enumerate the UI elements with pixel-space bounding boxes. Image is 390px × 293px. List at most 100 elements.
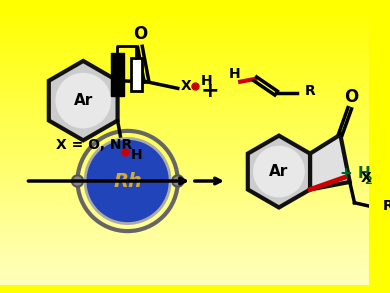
Bar [0, 191, 369, 194]
Bar [0, 219, 369, 221]
Bar [0, 63, 369, 66]
Bar [0, 80, 369, 83]
Bar [0, 194, 369, 196]
Bar [0, 202, 369, 205]
Bar [0, 188, 369, 191]
Bar [0, 171, 369, 174]
Circle shape [172, 175, 183, 187]
Bar [0, 280, 369, 282]
Polygon shape [248, 136, 310, 207]
Bar [0, 113, 369, 116]
Bar [0, 163, 369, 166]
Bar [0, 210, 369, 213]
Bar [0, 185, 369, 188]
Bar [111, 53, 124, 96]
Bar [0, 19, 369, 22]
Bar [0, 199, 369, 202]
Bar [0, 99, 369, 102]
Bar [0, 169, 369, 171]
Bar [0, 69, 369, 72]
Bar [0, 230, 369, 232]
Text: + H: + H [340, 166, 371, 181]
Bar [0, 36, 369, 38]
Text: Ar: Ar [269, 164, 289, 179]
Bar [0, 266, 369, 268]
Bar [0, 152, 369, 155]
Bar [0, 255, 369, 257]
Bar [0, 135, 369, 138]
Text: H: H [200, 74, 212, 88]
Text: R: R [383, 199, 390, 213]
Polygon shape [49, 61, 118, 140]
Bar [0, 252, 369, 255]
Bar [0, 83, 369, 86]
Bar [0, 55, 369, 58]
Bar [0, 138, 369, 141]
Bar [0, 72, 369, 74]
Bar [0, 146, 369, 149]
Bar [0, 47, 369, 50]
Bar [0, 221, 369, 224]
Text: Rh: Rh [113, 171, 142, 190]
Text: R: R [305, 84, 315, 98]
Bar [0, 58, 369, 61]
Bar [131, 58, 142, 91]
Bar [0, 241, 369, 243]
Bar [0, 119, 369, 122]
Bar [0, 235, 369, 238]
Bar [0, 149, 369, 152]
Text: H: H [229, 67, 240, 81]
Bar [0, 224, 369, 227]
Bar [0, 174, 369, 177]
Bar [0, 271, 369, 274]
Bar [0, 282, 369, 285]
Bar [0, 66, 369, 69]
Bar [0, 141, 369, 144]
Text: X: X [361, 171, 372, 185]
Text: H: H [131, 148, 142, 161]
Polygon shape [310, 135, 350, 190]
Bar [0, 16, 369, 19]
Bar [0, 160, 369, 163]
Circle shape [253, 146, 305, 197]
Bar [0, 94, 369, 97]
Text: O: O [133, 25, 147, 42]
Bar [0, 144, 369, 146]
Bar [0, 260, 369, 263]
Bar [0, 274, 369, 277]
Bar [0, 246, 369, 249]
Bar [0, 116, 369, 119]
Bar [0, 177, 369, 180]
Bar [0, 38, 369, 41]
Text: 2: 2 [364, 176, 372, 186]
Bar [0, 277, 369, 280]
Bar [0, 11, 369, 13]
Bar [0, 122, 369, 124]
Bar [0, 180, 369, 183]
Bar [0, 22, 369, 25]
Bar [0, 268, 369, 271]
Bar [0, 8, 369, 11]
Text: +: + [200, 81, 219, 101]
Bar [0, 105, 369, 108]
Bar [0, 127, 369, 130]
Bar [0, 158, 369, 160]
Circle shape [55, 73, 111, 128]
Bar [0, 238, 369, 241]
Bar [0, 61, 369, 63]
Circle shape [85, 139, 170, 224]
Bar [0, 213, 369, 216]
Text: X = O, NR: X = O, NR [57, 138, 133, 152]
Text: O: O [344, 88, 359, 106]
Text: X: X [181, 79, 191, 93]
Bar [0, 232, 369, 235]
Bar [0, 97, 369, 99]
Bar [0, 88, 369, 91]
Bar [0, 216, 369, 219]
Bar [0, 227, 369, 230]
Bar [0, 52, 369, 55]
Bar [0, 102, 369, 105]
Bar [0, 130, 369, 133]
Bar [0, 249, 369, 252]
Bar [0, 33, 369, 36]
